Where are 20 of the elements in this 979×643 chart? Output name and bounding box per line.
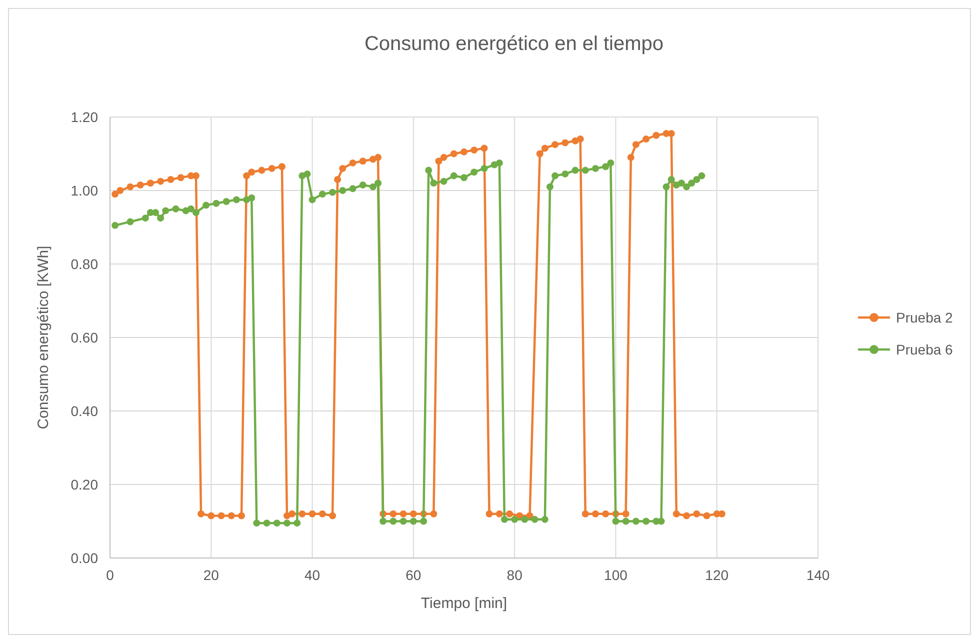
y-tick-label: 1.00 [70,182,98,198]
y-tick-label: 0.60 [70,330,98,346]
x-tick-label: 60 [406,567,422,583]
y-tick-label: 0.80 [70,256,98,272]
x-tick-label: 40 [304,567,320,583]
x-tick-label: 0 [106,567,114,583]
y-axis-title: Consumo energético [KWh] [35,246,52,430]
y-tick-label: 0.40 [70,403,98,419]
y-tick-label: 1.20 [70,109,98,125]
y-tick-label: 0.20 [70,476,98,492]
chart-title: Consumo energético en el tiempo [364,33,664,55]
x-axis-title: Tiempo [min] [420,595,508,612]
y-tick-label: 0.00 [70,550,98,566]
legend-label: Prueba 2 [896,310,954,326]
x-tick-label: 120 [705,567,729,583]
x-tick-label: 80 [506,567,523,583]
x-tick-label: 140 [806,567,830,583]
legend-label: Prueba 6 [896,342,954,358]
x-tick-label: 20 [203,567,220,583]
x-tick-label: 100 [604,567,628,583]
